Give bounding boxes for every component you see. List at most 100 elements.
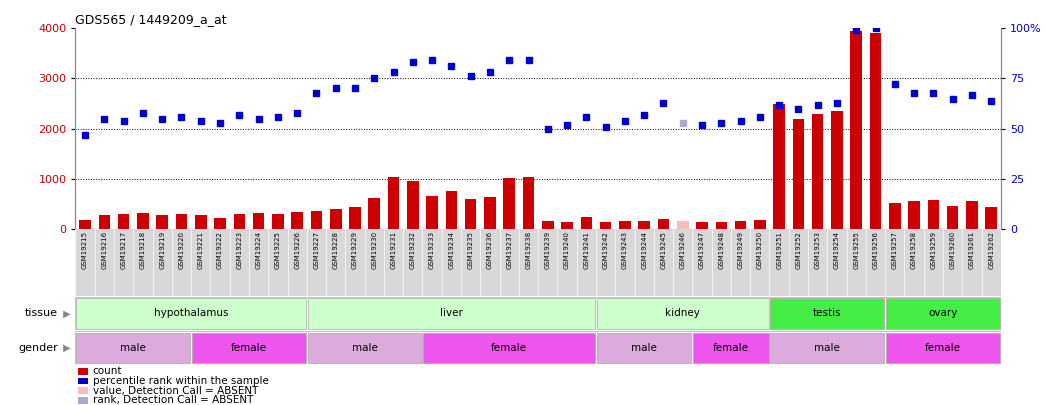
Bar	[369, 198, 380, 229]
Text: GSM19225: GSM19225	[275, 231, 281, 269]
Bar	[985, 207, 997, 229]
Bar	[75, 229, 1001, 296]
Bar	[755, 220, 766, 229]
Text: GSM19262: GSM19262	[988, 231, 995, 269]
Bar	[427, 196, 438, 229]
Text: tissue: tissue	[25, 309, 58, 318]
Text: GSM19242: GSM19242	[603, 231, 609, 269]
Bar	[927, 200, 939, 229]
Text: GSM19257: GSM19257	[892, 231, 898, 269]
Text: GSM19221: GSM19221	[198, 231, 203, 269]
Text: GSM19256: GSM19256	[873, 231, 878, 269]
Text: rank, Detection Call = ABSENT: rank, Detection Call = ABSENT	[92, 395, 254, 405]
Bar	[423, 333, 595, 363]
Text: GSM19218: GSM19218	[140, 231, 146, 269]
Text: GSM19215: GSM19215	[82, 231, 88, 269]
Text: GSM19228: GSM19228	[332, 231, 339, 269]
Text: GSM19219: GSM19219	[159, 231, 166, 269]
Text: female: female	[925, 343, 961, 353]
Text: GSM19220: GSM19220	[178, 231, 184, 269]
Text: ▶: ▶	[60, 309, 70, 318]
Text: gender: gender	[18, 343, 58, 353]
Bar	[523, 177, 534, 229]
Bar	[117, 214, 130, 229]
Text: GDS565 / 1449209_a_at: GDS565 / 1449209_a_at	[75, 13, 227, 26]
Text: GSM19233: GSM19233	[429, 231, 435, 269]
Text: GSM19237: GSM19237	[506, 231, 512, 269]
Text: GSM19224: GSM19224	[256, 231, 262, 269]
Text: GSM19238: GSM19238	[525, 231, 531, 269]
Text: GSM19259: GSM19259	[931, 231, 936, 269]
Text: GSM19244: GSM19244	[641, 231, 648, 269]
Bar	[562, 222, 573, 229]
Bar	[214, 218, 225, 229]
Text: GSM19216: GSM19216	[102, 231, 107, 269]
Text: GSM19254: GSM19254	[834, 231, 839, 269]
Text: count: count	[92, 367, 123, 376]
Bar	[349, 207, 361, 229]
Text: GSM19241: GSM19241	[584, 231, 589, 269]
Text: female: female	[713, 343, 749, 353]
Text: hypothalamus: hypothalamus	[154, 309, 228, 318]
Bar	[597, 298, 768, 329]
Text: male: male	[631, 343, 657, 353]
Bar	[330, 209, 342, 229]
Bar	[599, 222, 611, 229]
Text: ▶: ▶	[60, 343, 70, 353]
Text: GSM19251: GSM19251	[777, 231, 782, 269]
Text: testis: testis	[813, 309, 842, 318]
Bar	[310, 211, 322, 229]
Bar	[851, 31, 863, 229]
Text: kidney: kidney	[665, 309, 700, 318]
Text: GSM19239: GSM19239	[545, 231, 551, 269]
Bar	[694, 333, 768, 363]
Text: GSM19261: GSM19261	[969, 231, 975, 269]
Text: GSM19222: GSM19222	[217, 231, 223, 269]
Text: GSM19247: GSM19247	[699, 231, 705, 269]
Text: GSM19260: GSM19260	[949, 231, 956, 269]
Text: GSM19245: GSM19245	[660, 231, 667, 269]
Text: GSM19240: GSM19240	[564, 231, 570, 269]
Bar	[889, 203, 900, 229]
Text: female: female	[492, 343, 527, 353]
Text: GSM19248: GSM19248	[718, 231, 724, 269]
Bar	[78, 368, 87, 375]
Bar	[253, 213, 264, 229]
Bar	[80, 220, 91, 229]
Text: GSM19229: GSM19229	[352, 231, 358, 269]
Bar	[597, 333, 692, 363]
Bar	[812, 113, 824, 229]
Text: ovary: ovary	[929, 309, 958, 318]
Bar	[542, 221, 553, 229]
Text: value, Detection Call = ABSENT: value, Detection Call = ABSENT	[92, 386, 258, 396]
Bar	[581, 217, 592, 229]
Bar	[192, 333, 306, 363]
Text: GSM19232: GSM19232	[410, 231, 416, 269]
Bar	[773, 104, 785, 229]
Bar	[99, 215, 110, 229]
Bar	[658, 219, 670, 229]
Bar	[78, 397, 87, 403]
Bar	[946, 206, 959, 229]
Bar	[870, 33, 881, 229]
Bar	[77, 298, 306, 329]
Bar	[195, 215, 206, 229]
Text: male: male	[352, 343, 377, 353]
Bar	[638, 221, 650, 229]
Text: GSM19230: GSM19230	[371, 231, 377, 269]
Bar	[176, 214, 188, 229]
Text: GSM19226: GSM19226	[294, 231, 300, 269]
Text: GSM19249: GSM19249	[738, 231, 744, 269]
Bar	[388, 177, 399, 229]
Text: GSM19235: GSM19235	[467, 231, 474, 269]
Bar	[465, 199, 477, 229]
Bar	[308, 333, 421, 363]
Bar	[735, 221, 746, 229]
Bar	[503, 178, 515, 229]
Bar	[909, 201, 920, 229]
Text: GSM19253: GSM19253	[814, 231, 821, 269]
Text: GSM19217: GSM19217	[121, 231, 127, 269]
Text: GSM19252: GSM19252	[795, 231, 802, 269]
Bar	[78, 387, 87, 394]
Text: GSM19223: GSM19223	[237, 231, 242, 269]
